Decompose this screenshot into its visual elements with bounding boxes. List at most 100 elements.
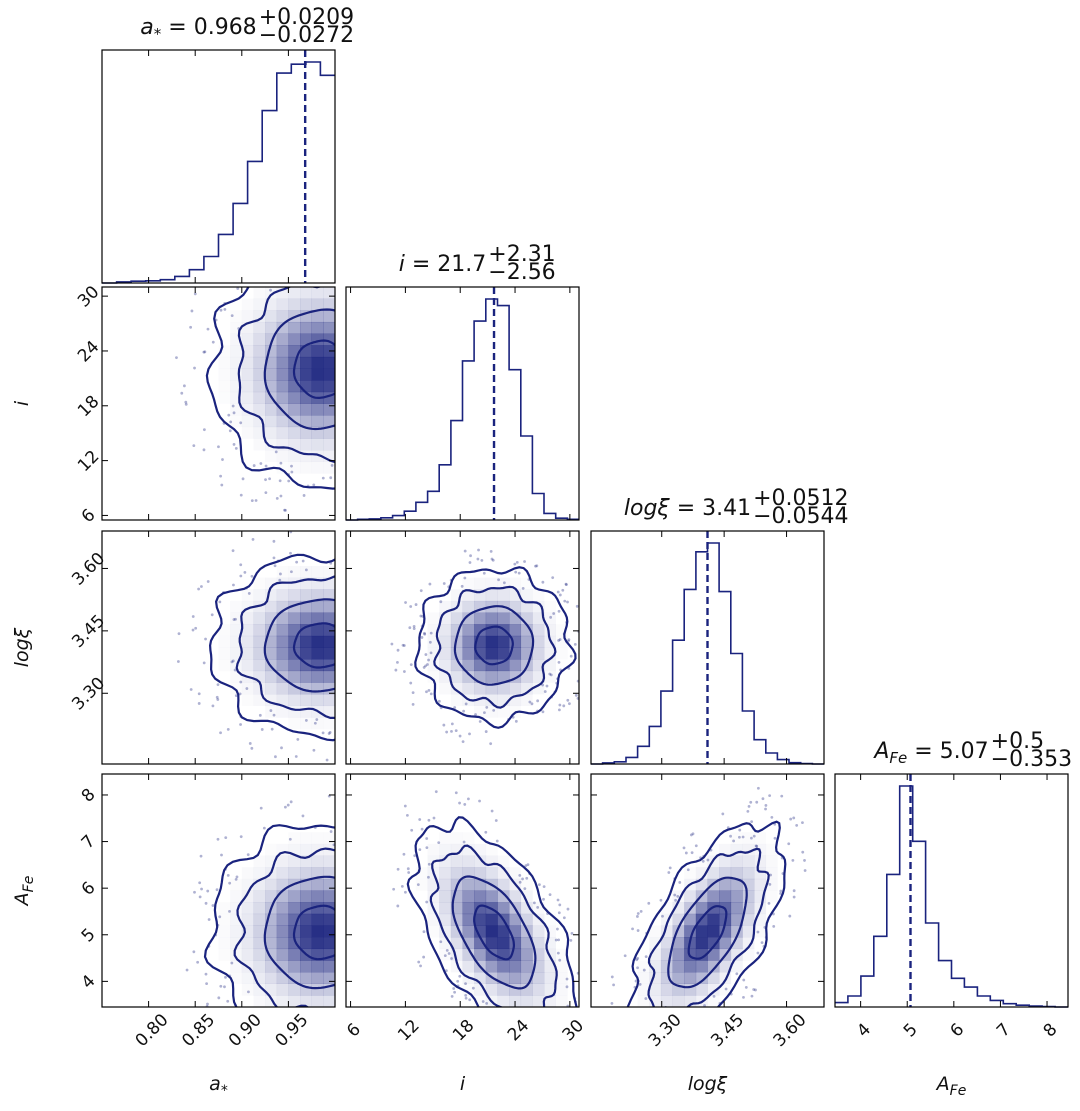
density-cell [439, 612, 452, 625]
sample-point [219, 984, 223, 988]
density-cell [311, 403, 324, 416]
density-cell [730, 890, 743, 903]
density-cell [288, 298, 301, 311]
density-cell [277, 450, 289, 462]
density-cell [532, 983, 545, 996]
density-cell [323, 612, 335, 625]
density-cell [485, 960, 498, 973]
sample-point [432, 816, 436, 820]
sample-point [554, 938, 558, 942]
density-cell [219, 636, 231, 648]
density-cell [253, 682, 266, 695]
sample-point [264, 491, 268, 495]
sample-point [548, 672, 552, 676]
x-tick-label: 18 [449, 1016, 478, 1045]
density-cell [672, 925, 685, 938]
density-cell [253, 333, 266, 346]
sample-point [202, 428, 206, 432]
sample-point [250, 574, 254, 578]
sample-point [420, 636, 424, 639]
sample-point [410, 828, 414, 832]
sample-point [458, 734, 462, 738]
contour-level-2 [451, 875, 537, 990]
density-cell [323, 298, 335, 311]
density-cell [300, 960, 312, 973]
density-cell [311, 948, 324, 961]
density-cell [754, 832, 766, 844]
sample-point [744, 986, 748, 989]
density-cell [288, 682, 301, 695]
sample-point [328, 731, 332, 734]
density-cell [707, 972, 720, 984]
density-cell [265, 682, 278, 695]
density-cell [300, 589, 312, 602]
sample-point [502, 581, 506, 585]
density-cell [276, 624, 289, 637]
density-cell [707, 913, 720, 926]
sample-point [471, 986, 475, 990]
sample-point [636, 966, 639, 970]
sample-point [192, 444, 196, 448]
sample-point [284, 508, 287, 512]
sample-point [450, 994, 454, 998]
density-cell [311, 855, 324, 868]
density-cell [754, 913, 767, 926]
density-cell [509, 612, 522, 625]
density-cell [427, 635, 440, 648]
sample-point [230, 961, 234, 965]
sample-point [412, 624, 416, 628]
density-cell [288, 345, 301, 358]
panel-title-i: i = 21.7 [399, 252, 487, 277]
sample-point [518, 880, 522, 884]
density-cell [742, 855, 755, 868]
sample-point [485, 706, 489, 709]
sample-point [682, 846, 686, 850]
sample-point [443, 954, 447, 958]
sample-point [274, 450, 278, 454]
sample-point [752, 988, 756, 991]
sample-point [541, 710, 545, 714]
density-cell [265, 345, 278, 358]
density-cell [439, 855, 452, 868]
density-cell [241, 600, 254, 613]
sample-point [232, 443, 236, 446]
density-cell [450, 843, 463, 856]
density-cell [509, 913, 522, 926]
density-cell [265, 960, 278, 973]
density-cell [497, 902, 510, 915]
sample-point [197, 692, 201, 696]
sample-point [417, 960, 421, 964]
density-cell [219, 380, 231, 392]
density-cell [509, 659, 522, 672]
sample-point [217, 445, 220, 449]
sample-point [404, 890, 407, 894]
sample-point [792, 889, 796, 893]
density-cell [485, 983, 498, 996]
density-cell [474, 589, 487, 602]
sample-point [752, 834, 756, 838]
density-cell [300, 380, 312, 393]
density-cell [300, 624, 312, 637]
sample-point [272, 713, 276, 717]
density-cell [474, 694, 487, 707]
sample-point [279, 461, 283, 465]
density-cell [241, 403, 254, 416]
density-cell [253, 380, 266, 393]
sample-point [278, 578, 282, 582]
density-cell [300, 368, 312, 381]
density-cell [532, 972, 545, 984]
density-cell [520, 682, 533, 695]
sample-point [551, 576, 555, 580]
sample-point [557, 661, 561, 664]
density-cell [288, 983, 301, 996]
density-cell [311, 983, 324, 996]
sample-point [489, 742, 493, 746]
density-cell [288, 890, 301, 903]
sample-point [219, 308, 223, 312]
density-cell [323, 925, 335, 938]
density-cell [450, 670, 463, 683]
density-cell [276, 612, 289, 625]
sample-point [518, 874, 522, 877]
density-cell [241, 345, 254, 358]
density-cell [766, 891, 778, 903]
